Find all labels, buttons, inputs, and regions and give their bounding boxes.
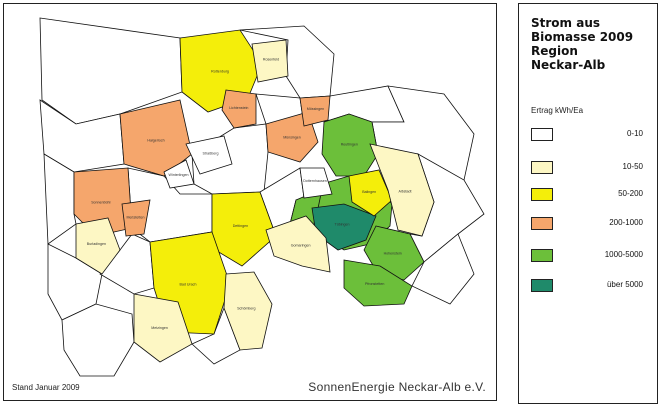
municipality-label: Dettingen xyxy=(233,224,248,228)
municipality-label: Metzingen xyxy=(151,326,168,330)
stand-date: Stand Januar 2009 xyxy=(12,383,80,392)
municipality-area xyxy=(185,135,233,175)
municipality-label: Tübingen xyxy=(335,222,350,226)
municipality-area xyxy=(251,39,289,83)
legend-unit: Ertrag kWh/Ea xyxy=(531,106,584,115)
municipality-label: Mössingen xyxy=(307,107,324,111)
credit-text: SonnenEnergie Neckar-Alb e.V. xyxy=(308,380,486,394)
municipality-area xyxy=(223,271,273,351)
legend-label: 10-50 xyxy=(622,162,643,171)
municipality-label: Sonnenbühl xyxy=(91,201,110,205)
municipality-label: Straßberg xyxy=(203,152,219,156)
municipality-area xyxy=(348,169,393,217)
legend-label: 50-200 xyxy=(618,189,643,198)
legend-item: 0-10 xyxy=(531,128,656,144)
legend-swatch xyxy=(531,279,553,292)
municipality-label: Pfronstetten xyxy=(365,282,384,286)
municipality-label: Albstadt xyxy=(399,190,412,194)
legend-swatch xyxy=(531,249,553,262)
legend-swatch xyxy=(531,128,553,141)
region-map: HechingenReutlingenEngstingenHohensteinP… xyxy=(39,17,485,377)
legend-label: 1000-5000 xyxy=(604,250,643,259)
legend-item: 200-1000 xyxy=(531,217,656,233)
municipality-label: Meßstetten xyxy=(127,216,145,220)
municipality-area xyxy=(321,113,379,177)
municipality-label: Haigerloch xyxy=(147,139,164,143)
municipality-area xyxy=(43,153,77,245)
legend-label: über 5000 xyxy=(606,280,643,289)
municipality-label: Dotternhausen xyxy=(303,179,327,183)
municipality-label: Hohenstein xyxy=(384,251,402,255)
municipality-area xyxy=(163,159,195,189)
map-frame: HechingenReutlingenEngstingenHohensteinP… xyxy=(3,3,497,401)
municipality-label: Schömberg xyxy=(237,306,255,310)
legend-item: 50-200 xyxy=(531,188,656,204)
legend-label: 200-1000 xyxy=(609,218,643,227)
regions-layer: HechingenReutlingenEngstingenHohensteinP… xyxy=(39,17,485,377)
municipality-label: Münsingen xyxy=(283,135,301,139)
municipality-area xyxy=(369,143,435,237)
municipality-label: Bad Urach xyxy=(180,282,197,286)
municipality-label: Rosenfeld xyxy=(263,58,279,62)
legend-item: über 5000 xyxy=(531,279,656,295)
municipality-area xyxy=(299,95,331,127)
municipality-label: Balingen xyxy=(362,190,376,194)
municipality-area xyxy=(411,233,475,305)
municipality-area xyxy=(133,293,193,363)
legend-item: 10-50 xyxy=(531,161,656,177)
municipality-label: Reutlingen xyxy=(341,142,358,146)
municipality-label: Burladingen xyxy=(87,242,106,246)
legend-label: 0-10 xyxy=(626,129,643,138)
legend-swatch xyxy=(531,188,553,201)
municipality-area xyxy=(265,215,331,273)
municipality-label: Gomaringen xyxy=(291,243,311,247)
municipality-area xyxy=(75,217,121,275)
legend-item: 1000-5000 xyxy=(531,249,656,265)
municipality-area xyxy=(343,259,413,307)
municipality-area xyxy=(299,167,333,199)
municipality-label: Lichtenstein xyxy=(229,106,248,110)
municipality-label: Rottenburg xyxy=(211,69,229,73)
municipality-area xyxy=(61,303,135,377)
municipality-area xyxy=(73,167,133,237)
legend-swatch xyxy=(531,161,553,174)
municipality-area xyxy=(221,89,257,129)
municipality-area xyxy=(121,199,151,237)
legend-panel: Strom aus Biomasse 2009 Region Neckar-Al… xyxy=(518,3,658,404)
municipality-label: Winterlingen xyxy=(169,173,189,177)
legend-title: Strom aus Biomasse 2009 Region Neckar-Al… xyxy=(531,16,634,72)
legend-swatch xyxy=(531,217,553,230)
